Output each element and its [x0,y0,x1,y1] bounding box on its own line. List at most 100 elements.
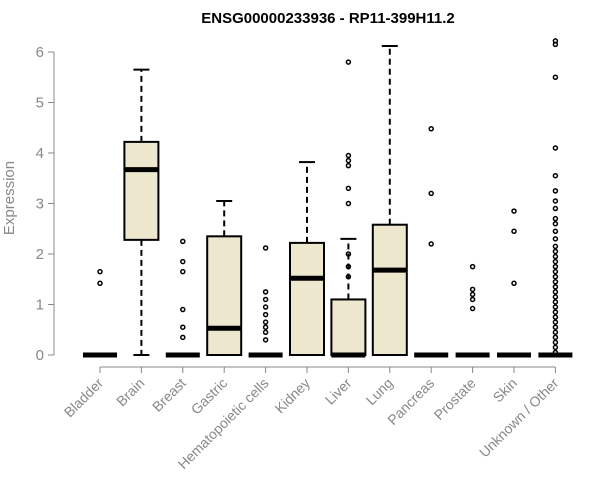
x-tick-label: Kidney [272,375,314,417]
x-tick-label: Bladder [61,375,107,421]
outlier-point [552,294,559,300]
outlier-point [345,273,352,280]
y-tick-label: 0 [36,347,44,364]
outlier-point [345,200,352,207]
outlier-point [552,319,559,325]
outlier-point [469,291,476,298]
outlier-point [552,38,559,44]
outlier-point [345,251,352,257]
x-tick-label: Brain [113,375,147,409]
outlier-point [180,238,186,245]
outlier-point [262,311,269,318]
outlier-point [511,280,517,287]
outlier-point [552,339,559,346]
outlier-point [552,258,559,265]
outlier-point [262,337,269,343]
outlier-point [552,228,559,235]
outlier-point [262,304,269,310]
y-tick-label: 3 [36,196,44,213]
outlier-point [511,208,517,214]
outlier-point [262,289,269,295]
outlier-point [552,263,559,270]
outlier-point [552,273,559,280]
box-body [206,235,243,356]
outlier-point [180,334,186,341]
box-body [289,241,325,356]
outlier-point [180,324,186,330]
outlier-point [345,157,352,164]
x-tick-label: Liver [322,375,355,408]
outlier-point [552,349,559,356]
box-9 [455,263,490,358]
x-tick-label: Unknown / Other [476,375,562,461]
outlier-point [552,314,559,320]
y-axis-label: Expression [1,161,18,235]
outlier-point [552,334,559,341]
outlier-point [345,59,352,65]
box-3 [206,199,243,356]
outlier-point [428,190,434,197]
outlier-point [552,248,559,255]
outlier-point [552,172,559,179]
outlier-point [180,306,186,313]
outlier-point [552,205,559,212]
x-tick-label: Skin [490,375,521,406]
box-8 [414,126,449,358]
x-tick-label: Breast [149,375,189,415]
outlier-point [552,268,559,275]
outlier-point [552,236,559,242]
box-2 [165,238,200,358]
outlier-point [345,263,352,270]
outlier-point [262,319,269,325]
x-tick-label: Lung [363,375,396,408]
y-tick-label: 5 [36,95,44,112]
outlier-point [262,324,269,330]
outlier-point [552,279,559,285]
box-11 [538,38,573,358]
outlier-point [345,162,352,169]
outlier-point [469,263,476,270]
outlier-point [97,280,103,287]
box-4 [248,245,283,358]
outlier-point [552,329,559,336]
y-tick-label: 6 [36,44,44,61]
outlier-point [97,268,103,275]
y-axis: 0 1 2 3 4 5 6 [36,44,55,364]
outlier-point [345,185,352,192]
outlier-point [552,145,559,151]
outlier-point [552,253,559,260]
box-7 [371,44,408,356]
box-6 [330,59,367,358]
box-5 [289,161,325,356]
outlier-point [469,286,476,293]
outlier-point [552,74,559,80]
outlier-point [552,289,559,295]
box-body [123,140,160,241]
outlier-point [180,268,186,275]
box-body [330,298,367,357]
outlier-point [552,304,559,310]
outlier-point [262,245,269,251]
outlier-point [345,152,352,159]
outlier-point [511,228,517,235]
outlier-point [552,198,559,204]
outlier-point [262,329,269,336]
outlier-point [552,243,559,250]
y-tick-label: 2 [36,246,44,263]
box-group [83,38,573,358]
outlier-point [552,188,559,194]
outlier-point [469,305,476,312]
box-1 [123,68,160,356]
outlier-point [552,284,559,290]
outlier-point [552,324,559,330]
box-10 [497,208,531,358]
y-tick-label: 1 [36,297,44,314]
outlier-point [428,126,434,132]
y-tick-label: 4 [36,145,44,162]
box-body [371,223,408,356]
outlier-point [552,344,559,351]
chart-title: ENSG00000233936 - RP11-399H11.2 [201,10,455,27]
outlier-point [552,220,559,227]
